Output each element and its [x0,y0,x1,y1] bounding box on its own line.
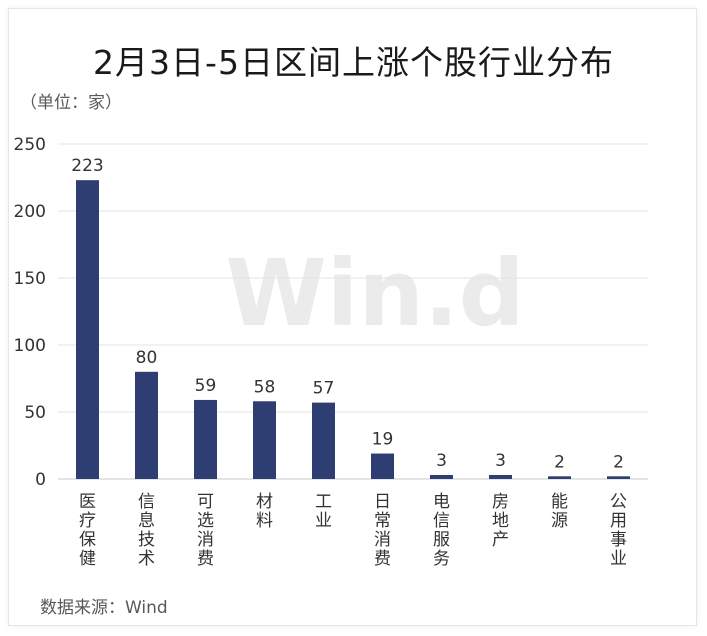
x-tick-label-5: 日常消费 [374,492,391,569]
data-label-2: 59 [195,376,217,396]
x-tick-label-8: 能源 [551,492,568,531]
bar-3 [253,401,276,479]
x-tick-label-4: 工业 [315,492,332,531]
y-tick-label: 200 [14,202,46,222]
source-note: 数据来源：Wind [40,598,168,618]
chart-card [8,8,697,626]
y-tick-label: 0 [35,470,46,490]
x-tick-label-0: 医疗保健 [79,492,96,569]
x-tick-label-6: 电信服务 [433,492,450,569]
data-label-9: 2 [613,452,624,472]
y-tick-labels: 0 50 100 150 200 250 [14,135,46,490]
y-tick-label: 150 [14,269,46,289]
data-label-5: 19 [372,430,394,450]
data-labels: 223 80 59 58 57 19 3 3 2 2 [71,156,624,472]
x-tick-labels: 医疗保健 信息技术 可选消费 材料 工业 日常消费 电信服务 房地产 能源 公用事业 [79,492,627,569]
bar-0 [76,180,99,479]
bar-2 [194,399,217,479]
bar-1 [135,371,158,479]
bars [76,180,630,479]
chart-title: 2月3日-5日区间上涨个股行业分布 [93,43,614,82]
data-label-6: 3 [436,451,447,471]
watermark-text: Win.d [225,240,524,347]
x-tick-label-9: 公用事业 [610,492,627,569]
y-tick-label: 50 [24,403,46,423]
x-tick-label-7: 房地产 [492,492,509,550]
data-label-3: 58 [254,377,276,397]
y-tick-label: 100 [14,336,46,356]
data-label-0: 223 [71,156,103,176]
data-label-1: 80 [136,348,158,368]
bar-7 [489,474,512,479]
x-tick-label-1: 信息技术 [138,492,155,569]
unit-note: （单位：家） [20,93,122,113]
x-tick-label-3: 材料 [256,492,273,531]
bar-9 [607,476,630,479]
data-label-4: 57 [313,379,335,399]
bar-6 [430,474,453,479]
bar-5 [371,453,394,479]
data-label-7: 3 [495,451,506,471]
bar-4 [312,402,335,479]
y-tick-label: 250 [14,135,46,155]
x-tick-label-2: 可选消费 [197,492,214,569]
data-label-8: 2 [554,452,565,472]
bar-8 [548,476,571,479]
